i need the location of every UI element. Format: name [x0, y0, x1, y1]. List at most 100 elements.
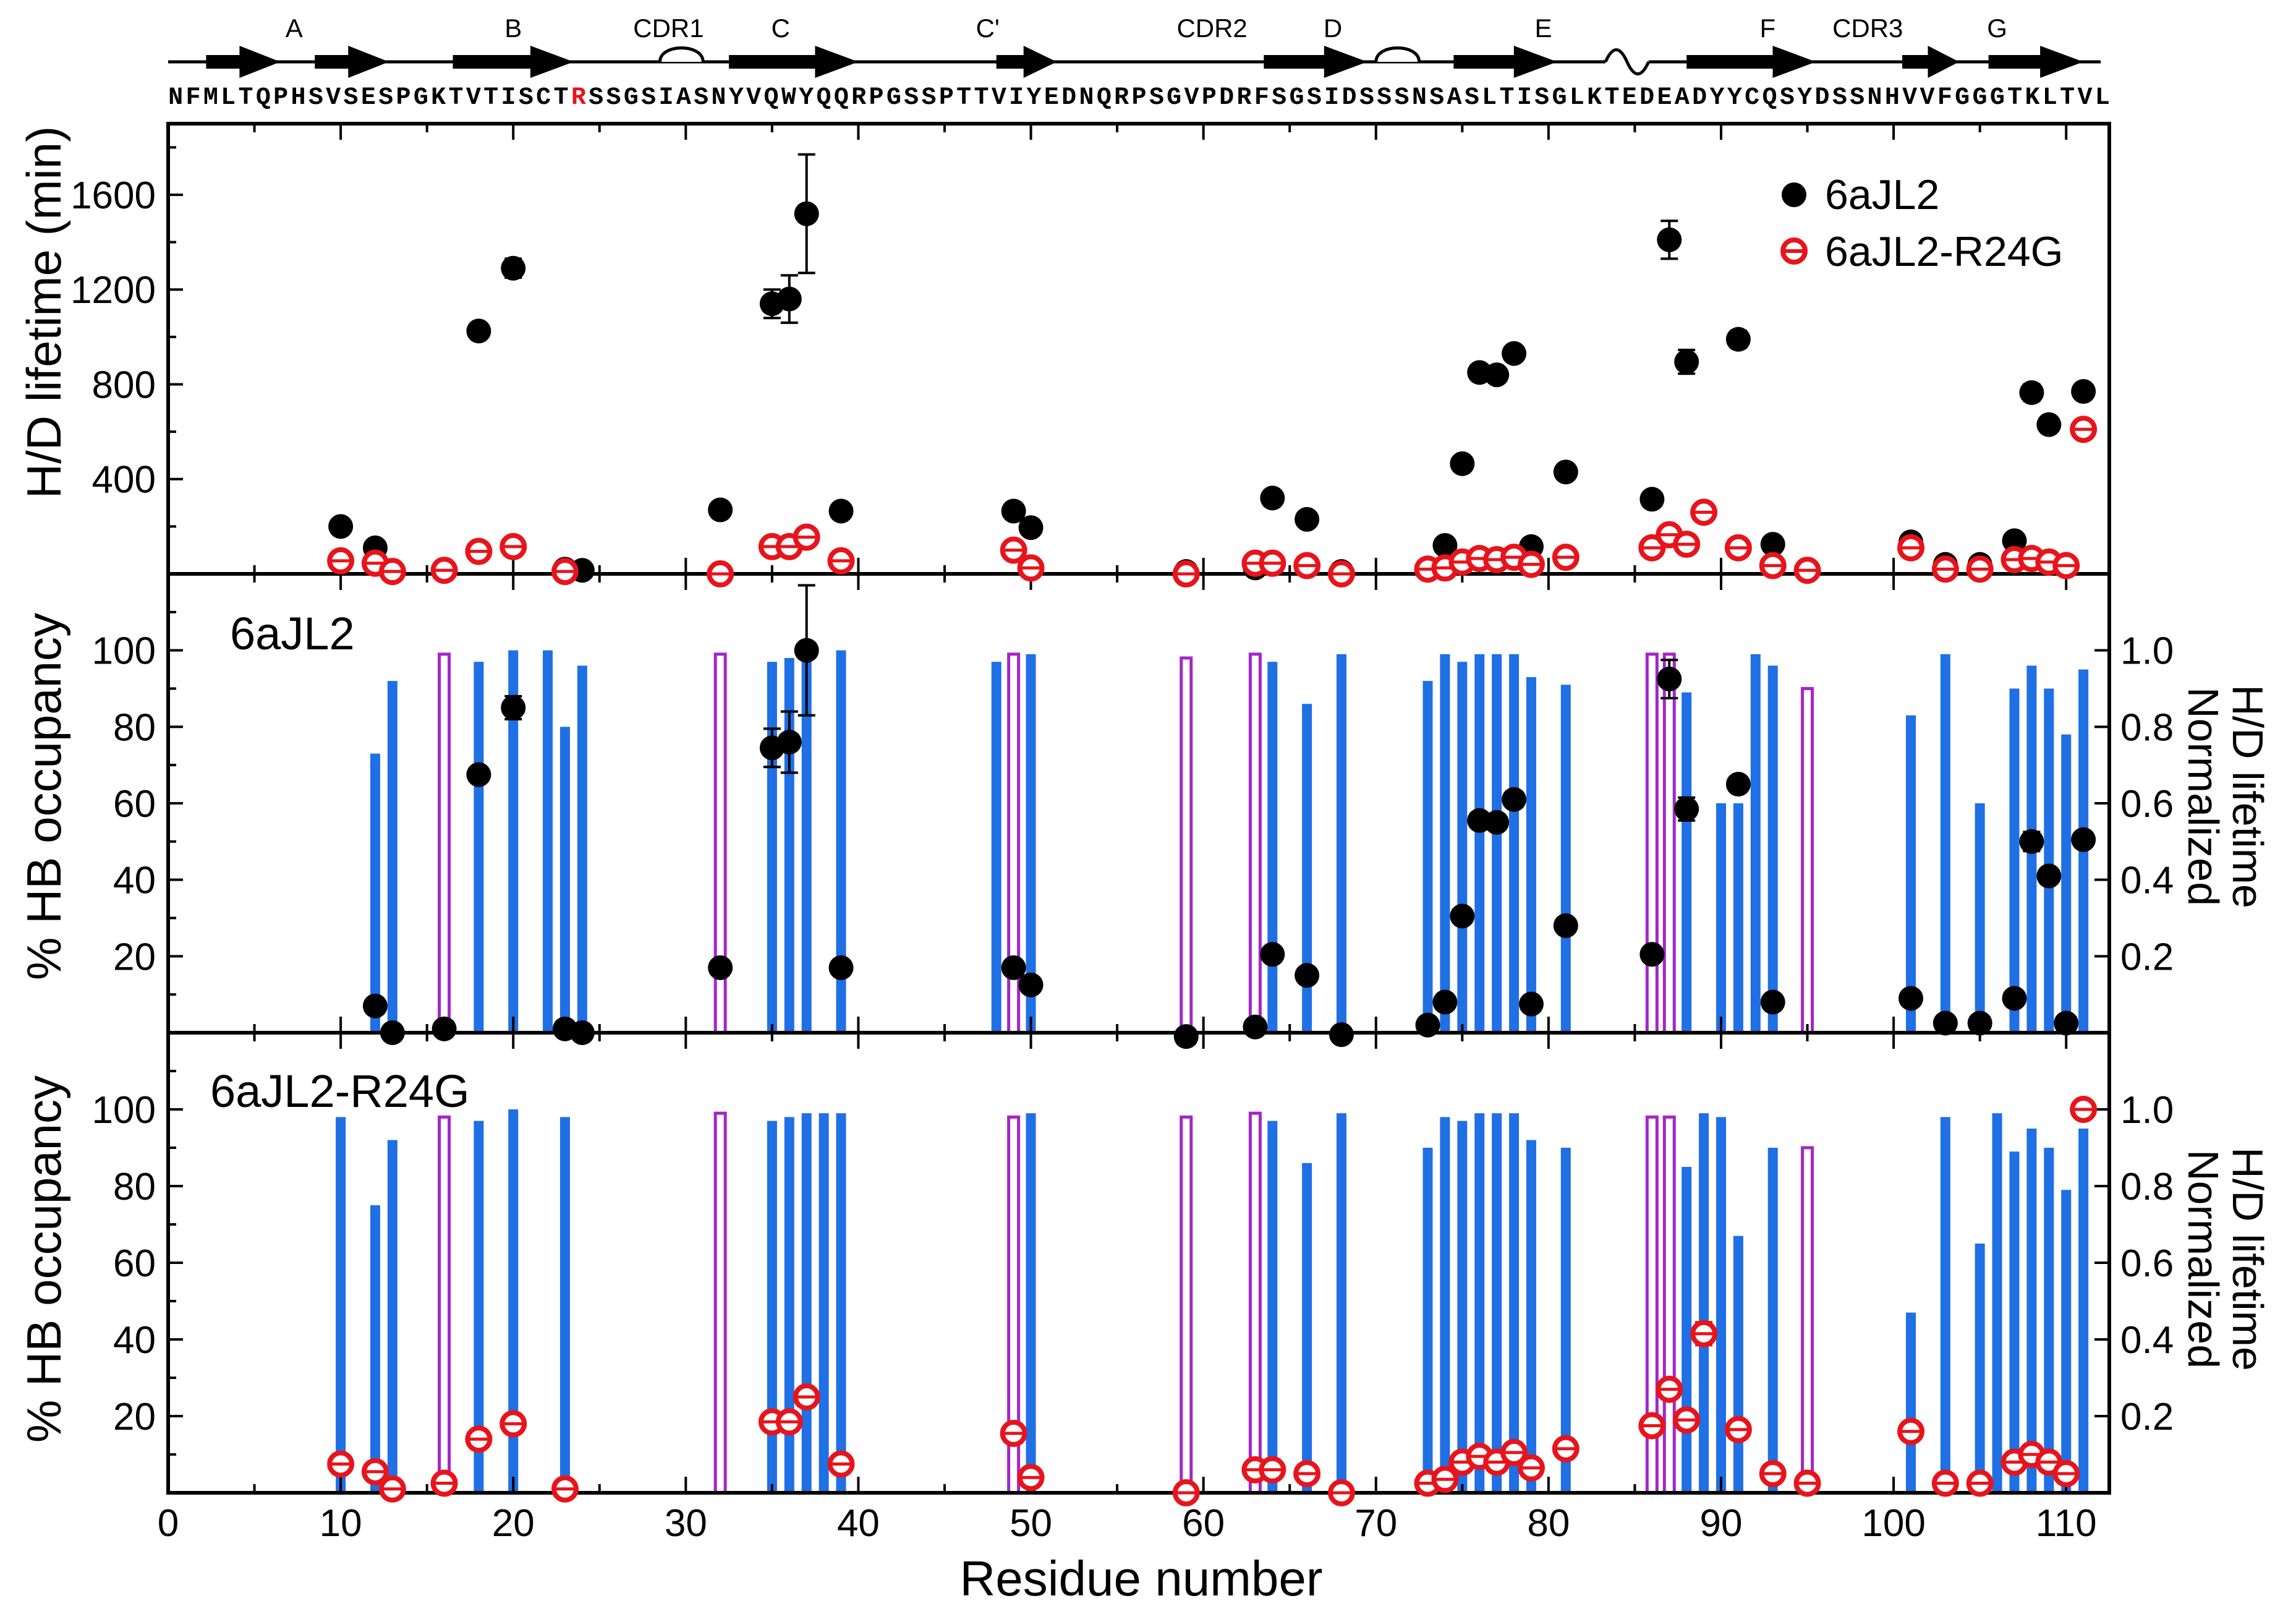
y2-tick-label: 0.4: [2120, 860, 2174, 902]
hb-bar: [1716, 1117, 1726, 1493]
x-tick-label: 80: [1527, 1502, 1570, 1545]
hb-bar: [387, 1140, 398, 1493]
sequence-letter: P: [1131, 84, 1146, 112]
sequence-letter: W: [781, 84, 796, 112]
sequence-letter: A: [676, 84, 691, 112]
strand-arrow-a2: [315, 46, 389, 78]
sequence-letter: S: [519, 84, 534, 112]
mutant-point-top: [1017, 554, 1045, 582]
point-marker: [1932, 1010, 1958, 1036]
point-marker: [1173, 1024, 1199, 1049]
mutant-point-top: [1724, 534, 1752, 561]
wt-point-middle: [1018, 972, 1044, 997]
sequence-letter: T: [974, 84, 989, 112]
y-tick-label: 20: [113, 1396, 156, 1438]
hb-bar: [1975, 803, 1985, 1033]
point-marker: [1502, 341, 1527, 366]
sequence-letter: D: [1814, 84, 1829, 112]
mutant-point-top: [1172, 560, 1200, 587]
mutant-point-bottom: [1172, 1479, 1200, 1506]
hb-bar-special: [713, 1111, 727, 1495]
wt-point-middle: [1295, 963, 1320, 988]
hb-bar: [1767, 1148, 1778, 1493]
point-marker: [1432, 989, 1458, 1015]
mutant-point-top: [1759, 552, 1787, 579]
point-marker: [1018, 515, 1044, 540]
hb-bar: [1336, 1113, 1346, 1493]
hb-bar: [1526, 677, 1536, 1033]
hb-bar: [818, 1113, 829, 1493]
sequence-letter: S: [694, 84, 708, 112]
hb-bar: [767, 1121, 777, 1493]
hb-bar-special: [1248, 1111, 1262, 1495]
wt-point-middle: [2071, 827, 2096, 852]
sequence-letter: S: [308, 84, 323, 112]
point-marker: [501, 255, 526, 281]
sequence-letter: S: [921, 84, 936, 112]
sequence-letter: V: [746, 84, 761, 112]
mutant-point-bottom: [430, 1469, 458, 1497]
mutant-point-top: [2070, 416, 2098, 443]
point-marker: [1415, 1012, 1440, 1038]
hb-bar: [559, 727, 570, 1033]
wt-point-top: [466, 318, 491, 344]
sequence-letter: S: [1429, 84, 1444, 112]
wt-point-middle: [1553, 913, 1578, 938]
sequence-letter: N: [711, 84, 726, 112]
sequence-letter: S: [378, 84, 393, 112]
y2-tick-label: 0.2: [2120, 1396, 2174, 1438]
ss-label: A: [286, 14, 303, 43]
sequence-letter: N: [168, 84, 183, 112]
x-tick-label: 30: [665, 1502, 707, 1545]
hb-bar: [336, 1117, 346, 1493]
sequence-letter: V: [466, 84, 481, 112]
mutant-point-bottom: [1897, 1417, 1925, 1445]
y2-tick-label: 0.8: [2120, 706, 2174, 749]
sequence-letter: P: [1202, 84, 1217, 112]
point-marker: [2036, 863, 2062, 889]
sequence-letter: K: [2025, 84, 2039, 112]
sequence-letter: G: [414, 84, 428, 112]
hb-bar: [1440, 1117, 1450, 1493]
x-tick-label: 40: [837, 1502, 880, 1545]
sequence-letter: C: [1745, 84, 1759, 112]
point-marker: [2019, 380, 2044, 405]
sequence-letter: Q: [816, 84, 831, 112]
ss-label: G: [1987, 14, 2007, 43]
mutant-point-bottom: [465, 1425, 493, 1453]
hb-bar: [2078, 1129, 2089, 1493]
mutant-point-bottom: [793, 1383, 820, 1411]
sequence-letter: S: [1534, 84, 1549, 112]
wt-point-middle: [1725, 772, 1751, 797]
middle-panel-y2label-line1: H/D lifetime: [2224, 685, 2272, 908]
sequence-letter: G: [887, 84, 901, 112]
point-marker: [1725, 327, 1751, 352]
mutant-point-top: [1690, 498, 1718, 526]
x-tick-label: 110: [2036, 1502, 2097, 1545]
mutant-point-top: [551, 558, 579, 586]
mutant-point-top: [827, 547, 855, 574]
wt-point-middle: [1260, 942, 1285, 967]
hb-bar: [1422, 681, 1433, 1033]
sequence-letter: I: [501, 84, 516, 112]
sequence-letter: K: [1587, 84, 1602, 112]
hb-bar: [2026, 1129, 2037, 1493]
mutant-point-bottom: [1656, 1375, 1683, 1403]
middle-panel-label: 6aJL2: [230, 608, 355, 659]
sequence-letter: S: [904, 84, 919, 112]
wt-point-middle: [2002, 986, 2027, 1011]
mutant-point-top: [1552, 544, 1580, 571]
hb-bar: [801, 654, 812, 1033]
point-marker: [828, 498, 854, 524]
sequence-letter: R: [571, 84, 586, 112]
bottom-panel-label: 6aJL2-R24G: [210, 1065, 470, 1117]
sequence-letter: S: [343, 84, 358, 112]
sequence-letter: R: [1114, 84, 1129, 112]
mutant-point-bottom: [551, 1475, 579, 1503]
wt-point-middle: [1967, 1010, 1992, 1036]
sequence-letter: T: [2060, 84, 2075, 112]
mutant-point-bottom: [1500, 1438, 1528, 1466]
x-tick-label: 20: [492, 1502, 535, 1545]
sequence-letter: S: [606, 84, 621, 112]
secondary-structure-diagram: [168, 46, 2101, 78]
